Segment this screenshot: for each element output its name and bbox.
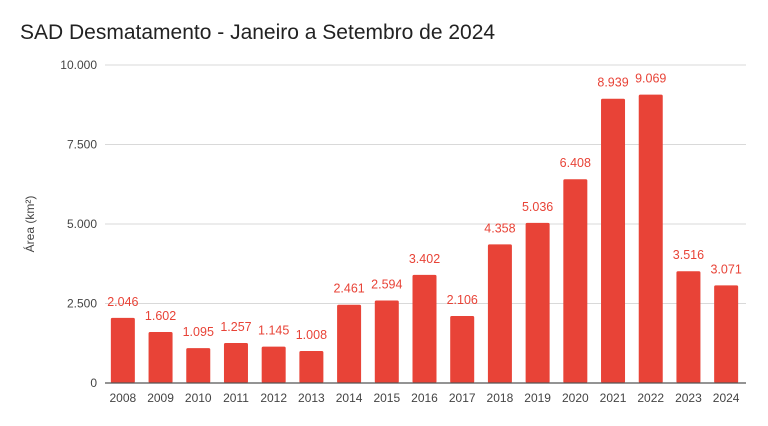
data-label-2024: 3.071 [711, 262, 742, 276]
data-label-2010: 1.095 [183, 325, 214, 339]
bars [110, 94, 739, 383]
y-tick-label: 5.000 [67, 217, 97, 231]
x-tick-label: 2008 [110, 391, 137, 405]
data-label-2023: 3.516 [673, 248, 704, 262]
x-tick-label: 2015 [373, 391, 400, 405]
data-label-2020: 6.408 [560, 156, 591, 170]
bar-2012 [261, 346, 286, 383]
data-label-2018: 4.358 [484, 221, 515, 235]
data-label-2019: 5.036 [522, 200, 553, 214]
data-label-2012: 1.145 [258, 324, 289, 338]
x-axis-ticks: 2008 2009 2010 2011 2012 2013 2014 2015 2016 2017… [110, 391, 740, 405]
bar-2016 [412, 274, 437, 383]
x-tick-label: 2013 [298, 391, 325, 405]
data-label-2014: 2.461 [333, 282, 364, 296]
x-tick-label: 2012 [260, 391, 287, 405]
data-label-2022: 9.069 [635, 72, 666, 86]
x-tick-label: 2011 [223, 391, 249, 405]
y-tick-label: 2.500 [67, 297, 97, 311]
y-axis-ticks: 0 2.500 5.000 7.500 10.000 [60, 58, 97, 390]
data-label-2021: 8.939 [597, 76, 628, 90]
bar-2009 [148, 332, 173, 383]
y-tick-label: 0 [90, 376, 97, 390]
x-tick-label: 2009 [147, 391, 174, 405]
bar-2011 [223, 343, 248, 383]
data-label-2017: 2.106 [447, 293, 478, 307]
data-label-2011: 1.257 [220, 320, 251, 334]
bar-2015 [374, 300, 399, 383]
bar-2018 [487, 244, 512, 383]
x-tick-label: 2022 [637, 391, 664, 405]
y-axis-label: Área (km²) [22, 196, 37, 253]
data-label-2016: 3.402 [409, 252, 440, 266]
chart-title: SAD Desmatamento - Janeiro a Setembro de… [20, 21, 495, 44]
bar-2024 [714, 285, 739, 383]
y-tick-label: 10.000 [60, 58, 97, 72]
bar-2014 [337, 304, 362, 383]
bar-2019 [525, 222, 550, 383]
data-label-2013: 1.008 [296, 328, 327, 342]
data-label-2015: 2.594 [371, 278, 402, 292]
x-tick-label: 2023 [675, 391, 702, 405]
bar-2017 [450, 316, 475, 383]
x-tick-label: 2021 [600, 391, 627, 405]
bar-2023 [676, 271, 701, 383]
y-tick-label: 7.500 [67, 138, 97, 152]
x-tick-label: 2017 [449, 391, 476, 405]
x-tick-label: 2016 [411, 391, 438, 405]
bar-2008 [110, 317, 135, 383]
x-tick-label: 2024 [713, 391, 740, 405]
bar-2022 [638, 94, 663, 383]
x-tick-label: 2014 [336, 391, 363, 405]
bar-2013 [299, 350, 324, 383]
bar-2010 [186, 348, 211, 383]
data-labels: 2.046 1.602 1.095 1.257 1.145 1.008 2.461 2.594… [107, 72, 742, 342]
bar-2021 [601, 98, 626, 383]
x-tick-label: 2010 [185, 391, 212, 405]
data-label-2008: 2.046 [107, 295, 138, 309]
bar-2020 [563, 179, 588, 383]
x-tick-label: 2018 [487, 391, 514, 405]
x-tick-label: 2019 [524, 391, 551, 405]
x-tick-label: 2020 [562, 391, 589, 405]
data-label-2009: 1.602 [145, 309, 176, 323]
